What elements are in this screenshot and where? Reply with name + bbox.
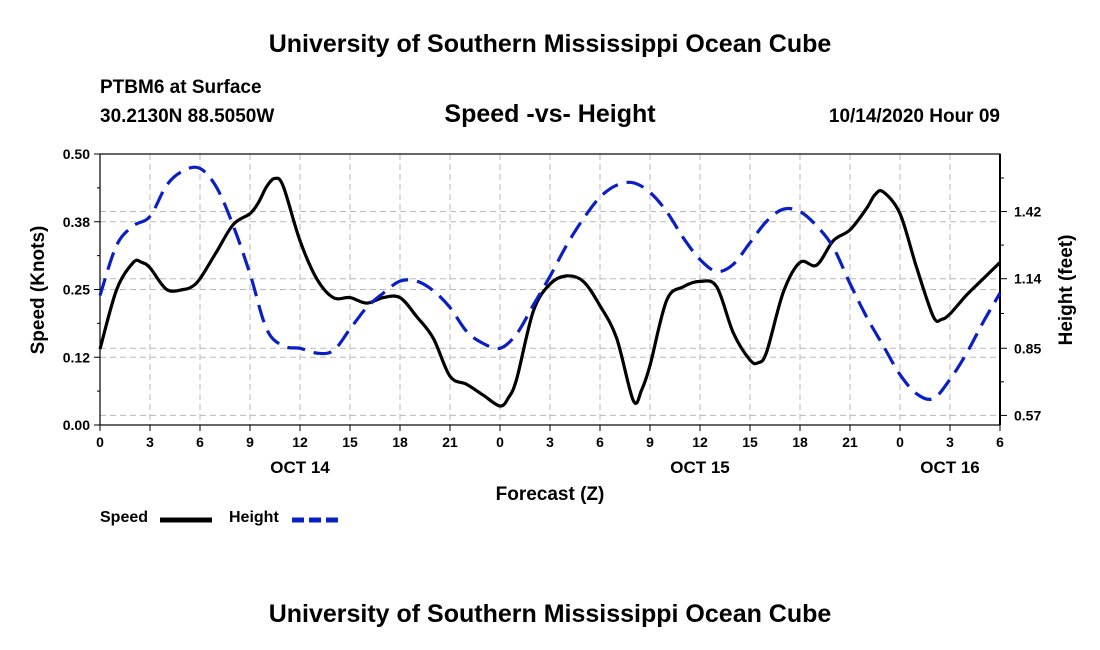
x-tick-label: 0 xyxy=(496,434,504,450)
y-axis-right-label: Height (feet) xyxy=(1056,235,1077,346)
y-right-tick-label: 0.57 xyxy=(1014,407,1041,423)
y-left-tick-label: 0.25 xyxy=(63,282,90,298)
y-right-tick-label: 1.14 xyxy=(1014,271,1041,287)
x-tick-label: 6 xyxy=(996,434,1004,450)
y-left-tick-label: 0.00 xyxy=(63,417,90,433)
x-tick-label: 18 xyxy=(792,434,808,450)
x-tick-label: 12 xyxy=(692,434,708,450)
x-tick-label: 15 xyxy=(342,434,358,450)
y-left-tick-label: 0.12 xyxy=(63,349,90,365)
x-axis-label: Forecast (Z) xyxy=(496,484,605,505)
x-tick-label: 9 xyxy=(246,434,254,450)
speed-series-line xyxy=(98,176,1002,408)
grid xyxy=(100,154,1000,425)
x-tick-label: 18 xyxy=(392,434,408,450)
y-right-tick-label: 1.42 xyxy=(1014,204,1041,220)
day-label: OCT 15 xyxy=(670,458,730,477)
station-label: PTBM6 at Surface xyxy=(100,77,262,98)
forecast-datetime: 10/14/2020 Hour 09 xyxy=(828,106,1000,127)
legend-speed-label: Speed xyxy=(100,509,149,526)
legend-height-label: Height xyxy=(229,509,279,526)
x-tick-label: 9 xyxy=(646,434,654,450)
x-tick-label: 0 xyxy=(96,434,104,450)
y-axis-left-label: Speed (Knots) xyxy=(28,226,49,355)
height-series-line xyxy=(98,165,1002,402)
y-left-tick-label: 0.38 xyxy=(63,214,90,230)
x-tick-label: 3 xyxy=(946,434,954,450)
x-tick-label: 3 xyxy=(546,434,554,450)
x-tick-label: 6 xyxy=(196,434,204,450)
station-coordinates: 30.2130N 88.5050W xyxy=(100,106,275,127)
x-tick-label: 12 xyxy=(292,434,308,450)
chart-title: Speed -vs- Height xyxy=(444,100,656,128)
axis-ticks: 0 3 6 9 12 15 18 21 0 3 6 9 12 15 18 21 0 3 6 OCT 14 OCT 15 O… xyxy=(63,146,1042,477)
day-label: OCT 16 xyxy=(920,458,980,477)
day-label: OCT 14 xyxy=(270,458,330,477)
x-tick-label: 21 xyxy=(442,434,458,450)
page-title: University of Southern Mississippi Ocean… xyxy=(268,30,832,58)
series-group xyxy=(98,165,1002,408)
x-tick-label: 21 xyxy=(842,434,858,450)
y-right-tick-label: 0.85 xyxy=(1014,340,1041,356)
x-tick-label: 6 xyxy=(596,434,604,450)
x-tick-label: 3 xyxy=(146,434,154,450)
y-left-tick-label: 0.50 xyxy=(63,146,90,162)
x-tick-label: 0 xyxy=(896,434,904,450)
footer-title: University of Southern Mississippi Ocean… xyxy=(268,600,832,628)
x-tick-label: 15 xyxy=(742,434,758,450)
